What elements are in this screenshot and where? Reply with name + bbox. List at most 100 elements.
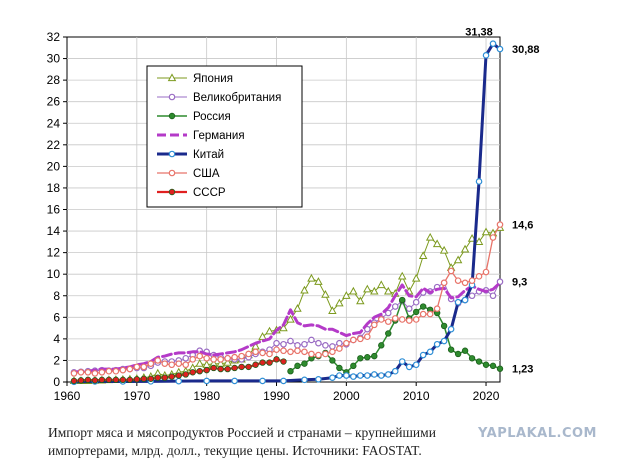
data-point: [182, 371, 189, 378]
data-point: [419, 303, 427, 310]
data-point: [280, 340, 287, 348]
x-tick-label: 2000: [333, 389, 360, 403]
data-point: [475, 273, 483, 280]
data-point: [245, 350, 252, 358]
data-point: [398, 316, 406, 323]
data-point: [489, 40, 497, 47]
y-tick-label: 2: [53, 353, 60, 367]
y-tick-label: 16: [47, 203, 61, 217]
legend-label: Германия: [193, 130, 245, 142]
y-tick-label: 22: [47, 138, 61, 152]
data-point: [321, 290, 330, 298]
data-point: [133, 363, 141, 371]
data-point: [196, 368, 203, 375]
y-tick-label: 24: [47, 116, 61, 130]
data-point: [154, 374, 161, 381]
legend-label: Великобритания: [193, 92, 281, 104]
y-tick-label: 30: [47, 52, 61, 66]
data-point: [350, 336, 357, 344]
data-point: [397, 271, 407, 280]
data-point: [307, 273, 316, 282]
data-point: [336, 345, 343, 352]
y-tick-label: 6: [53, 310, 60, 324]
annotation-label: 9,3: [512, 277, 527, 289]
y-tick-label: 26: [47, 95, 61, 109]
legend-swatch-marker: [167, 73, 177, 82]
legend-label: США: [193, 168, 220, 180]
data-point: [196, 352, 203, 360]
data-point: [419, 351, 427, 359]
data-point: [217, 356, 224, 363]
data-point: [447, 346, 455, 353]
data-point: [425, 232, 435, 241]
legend-item: Германия: [157, 130, 245, 142]
data-point: [217, 365, 224, 373]
y-tick-label: 4: [53, 332, 60, 346]
annotation-label: 1,23: [512, 364, 533, 376]
data-point: [405, 305, 413, 312]
data-point: [349, 286, 358, 295]
data-point: [398, 358, 406, 365]
data-point: [391, 303, 399, 310]
data-point: [370, 286, 379, 295]
data-point: [364, 333, 371, 341]
data-point: [287, 348, 294, 356]
data-point: [287, 368, 294, 375]
data-point: [433, 305, 441, 312]
data-point: [482, 361, 490, 368]
series-3: [72, 281, 502, 374]
y-tick-label: 8: [53, 289, 60, 303]
legend-item: Китай: [157, 149, 224, 161]
data-point: [147, 360, 155, 367]
x-tick-label: 1990: [263, 389, 290, 403]
data-point: [474, 237, 484, 245]
data-point: [175, 360, 183, 367]
data-point: [370, 371, 378, 378]
data-point: [133, 376, 141, 383]
data-point: [489, 292, 497, 300]
legend: Япония Великобритания Россия Германия Китай С…: [146, 65, 303, 208]
data-point: [98, 376, 106, 384]
data-point: [475, 358, 483, 365]
data-point: [105, 376, 113, 384]
data-point: [363, 284, 372, 293]
data-point: [364, 354, 371, 361]
legend-swatch-marker: [168, 150, 176, 158]
data-point: [440, 322, 448, 330]
data-point: [468, 355, 476, 362]
data-point: [370, 321, 378, 329]
annotation-label: 31,38: [465, 27, 493, 39]
data-point: [399, 296, 406, 304]
data-point: [315, 339, 322, 347]
data-point: [84, 376, 92, 384]
data-point: [364, 372, 371, 379]
data-point: [412, 361, 420, 369]
data-point: [189, 356, 197, 363]
data-point: [70, 370, 78, 377]
data-point: [329, 357, 336, 364]
data-point: [287, 337, 294, 345]
annotation-label: 14,6: [512, 220, 533, 232]
data-point: [273, 339, 280, 347]
data-point: [454, 298, 462, 306]
data-point: [461, 347, 469, 354]
caption-line-1: Импорт мяса и мясопродуктов Россией и ст…: [48, 425, 436, 440]
data-point: [350, 373, 357, 380]
data-point: [300, 285, 309, 294]
data-point: [259, 359, 266, 366]
x-tick-label: 1960: [54, 389, 81, 403]
series-5: [70, 221, 504, 377]
data-point: [147, 375, 155, 382]
data-point: [468, 292, 476, 300]
watermark: YAPLAKAL.COM: [478, 426, 597, 441]
data-point: [265, 326, 274, 335]
legend-label: Япония: [193, 73, 233, 85]
data-point: [461, 296, 469, 304]
legend-label: Россия: [193, 111, 231, 123]
data-point: [329, 374, 336, 381]
annotation-label: 30,88: [512, 44, 540, 56]
data-point: [238, 363, 245, 371]
legend-swatch-marker: [168, 112, 176, 120]
data-point: [357, 355, 364, 362]
